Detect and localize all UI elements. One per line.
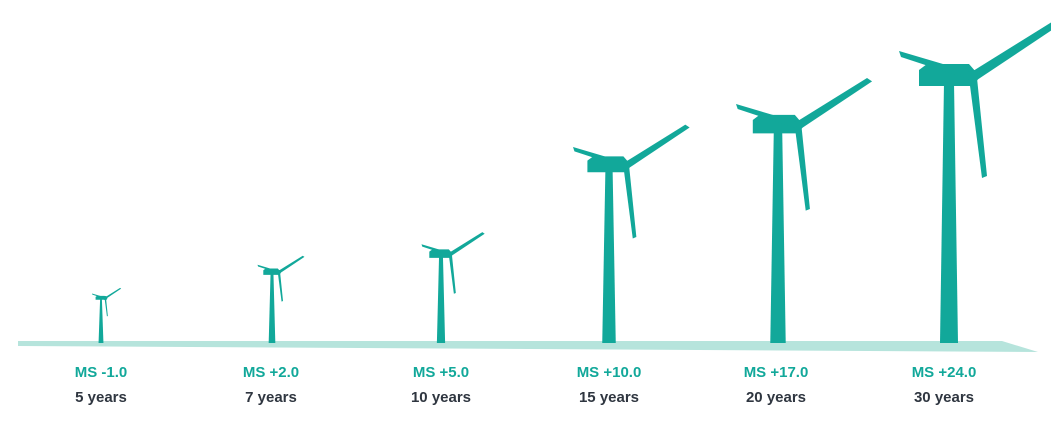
turbine-1-ms-label: MS -1.0 — [74, 364, 128, 381]
turbine-4-blade-2 — [573, 147, 625, 168]
turbine-5-tower — [770, 130, 786, 343]
turbine-2-years-label: 7 years — [245, 389, 297, 406]
turbine-5-blade-3 — [794, 126, 810, 211]
turbine-6-blade-3 — [969, 78, 987, 178]
turbine-2 — [257, 255, 305, 343]
turbine-4-ms-label: MS +10.0 — [576, 364, 642, 381]
turbine-6-years-label: 30 years — [913, 389, 975, 406]
turbine-3-years-label: 10 years — [410, 389, 472, 406]
turbine-1-years-label: 5 years — [75, 389, 127, 406]
turbine-6-blade-2 — [899, 51, 971, 80]
turbine-6-nacelle — [919, 64, 976, 86]
turbine-6 — [899, 22, 1051, 343]
turbine-3-blade-1 — [450, 232, 485, 256]
turbine-5-years-label: 20 years — [745, 389, 807, 406]
turbine-1-tower — [98, 299, 104, 343]
turbine-1-blade-1 — [105, 287, 122, 299]
turbine-1-blade-3 — [104, 298, 108, 317]
turbine-2-tower — [268, 273, 276, 343]
turbine-2-blade-2 — [257, 264, 279, 274]
turbine-3-blade-2 — [421, 244, 450, 256]
turbine-2-nacelle — [263, 268, 280, 275]
turbine-2-blade-3 — [277, 272, 284, 302]
turbine-group — [92, 22, 1051, 343]
turbine-5-blade-2 — [736, 104, 797, 129]
turbine-4-blade-3 — [623, 166, 637, 239]
turbine-2-blade-1 — [278, 255, 305, 274]
turbine-1-nacelle — [95, 295, 106, 300]
turbine-1-blade-2 — [92, 293, 105, 299]
turbine-6-ms-label: MS +24.0 — [911, 364, 977, 381]
turbine-2-ms-label: MS +2.0 — [242, 364, 300, 381]
turbine-6-tower — [940, 82, 958, 343]
turbine-3-nacelle — [429, 249, 452, 258]
turbine-4 — [573, 124, 690, 343]
turbine-4-nacelle — [587, 156, 629, 173]
turbine-3-blade-3 — [448, 254, 456, 294]
turbine-4-blade-1 — [626, 124, 690, 168]
turbine-3-ms-label: MS +5.0 — [412, 364, 470, 381]
turbine-4-years-label: 15 years — [578, 389, 640, 406]
turbine-5 — [736, 77, 873, 343]
turbine-5-nacelle — [752, 114, 801, 134]
turbine-1 — [92, 287, 122, 343]
turbine-3 — [421, 232, 485, 343]
turbine-5-blade-1 — [798, 77, 873, 129]
turbine-5-ms-label: MS +17.0 — [743, 364, 809, 381]
ground-strip — [18, 341, 1038, 352]
turbine-3-tower — [436, 256, 446, 343]
turbine-4-tower — [602, 169, 616, 343]
turbine-6-blade-1 — [973, 22, 1051, 80]
